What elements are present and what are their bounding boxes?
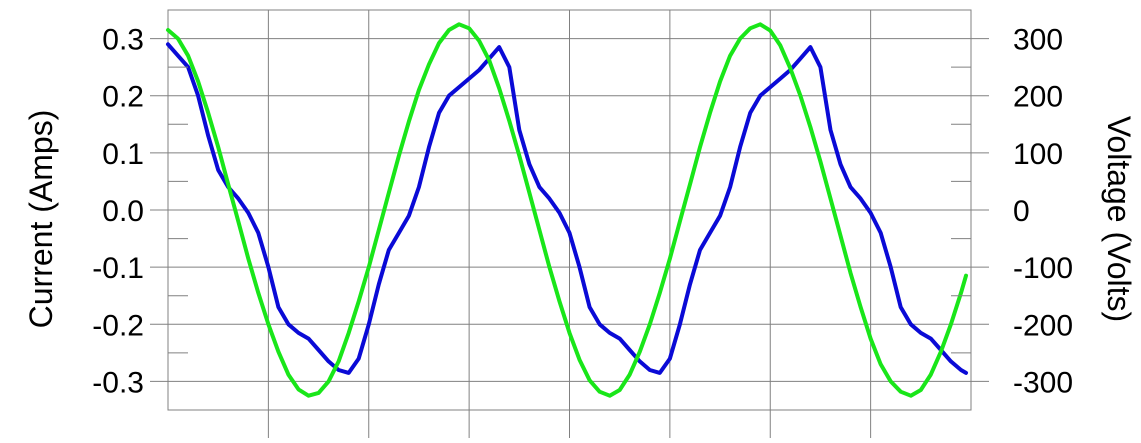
y2-tick-label: 300 <box>1013 24 1063 57</box>
ticks: 0.3 0.2 0.1 0.0 -0.1 -0.2 -0.3 300 200 100 0 -100 -2… <box>92 9 1073 438</box>
series-voltage-line <box>166 22 968 398</box>
y-axis-label: Current (Amps) <box>23 110 59 329</box>
y2-tick-label: -200 <box>1013 309 1073 342</box>
y2-tick-label: 0 <box>1013 195 1030 228</box>
grid <box>167 9 972 411</box>
y-tick-label: 0.0 <box>102 195 144 228</box>
y-tick-label: -0.3 <box>92 366 144 399</box>
y2-tick-label: -100 <box>1013 252 1073 285</box>
y-tick-label: -0.1 <box>92 252 144 285</box>
axis-labels: Current (Amps) Voltage (Volts) <box>23 110 1137 329</box>
y-tick-label: 0.3 <box>102 24 144 57</box>
y2-tick-label: -300 <box>1013 366 1073 399</box>
y2-tick-label: 100 <box>1013 138 1063 171</box>
y2-tick-label: 200 <box>1013 81 1063 114</box>
y-tick-label: 0.1 <box>102 138 144 171</box>
series-layer <box>166 22 968 398</box>
y2-axis-label: Voltage (Volts) <box>1101 116 1137 322</box>
y-tick-label: 0.2 <box>102 81 144 114</box>
y-tick-label: -0.2 <box>92 309 144 342</box>
series-current-line <box>166 42 968 375</box>
